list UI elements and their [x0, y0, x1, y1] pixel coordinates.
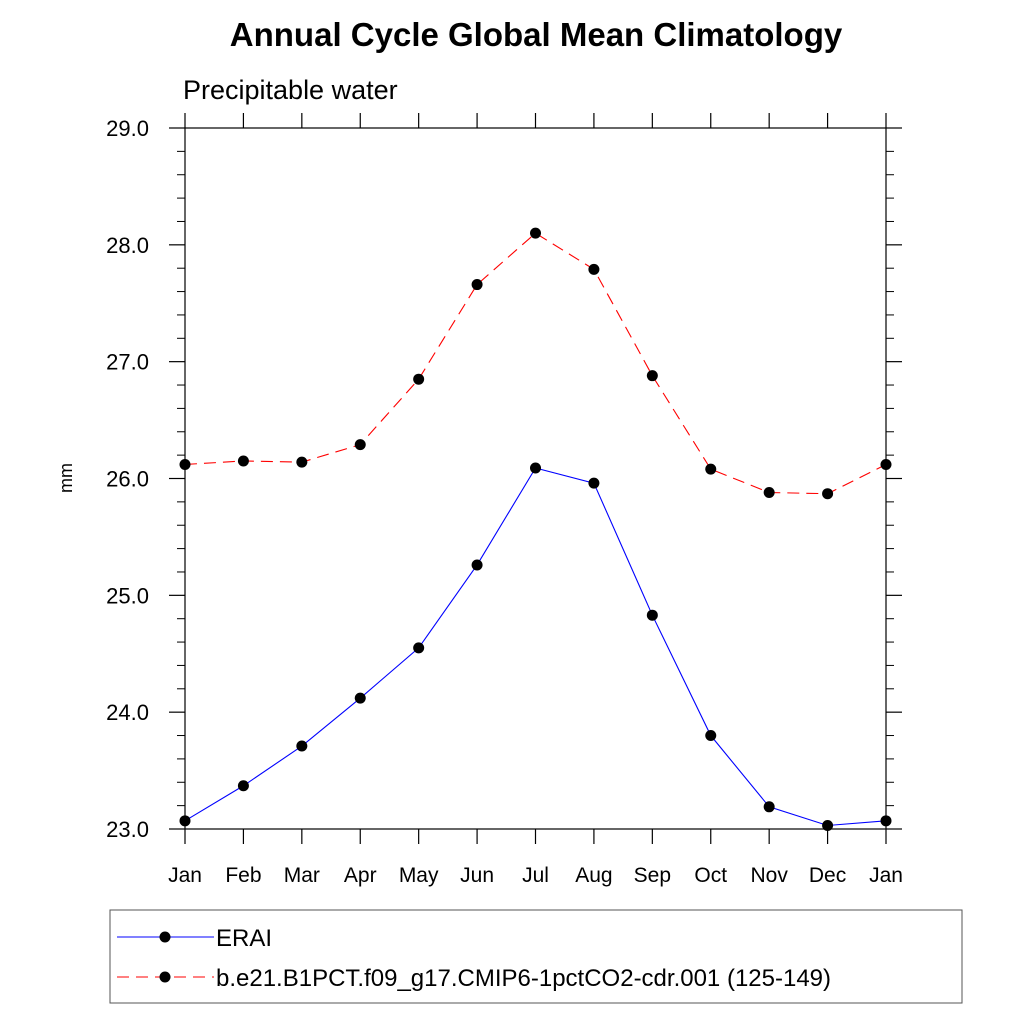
x-tick-label: Oct [694, 864, 727, 887]
data-point [237, 455, 249, 467]
x-tick-label: Aug [575, 864, 612, 887]
x-tick-label: Jan [869, 864, 903, 887]
data-point [822, 819, 834, 831]
legend-marker [159, 931, 171, 943]
x-tick-label: Nov [750, 864, 788, 887]
data-point [822, 488, 834, 500]
y-tick-label: 26.0 [106, 467, 149, 492]
axes: 23.0 24.0 25.0 26.0 27.0 28.0 29.0 Jan Feb Mar Apr… [106, 113, 903, 887]
series-line [184, 232, 887, 495]
data-point [471, 279, 483, 291]
series-line [184, 467, 887, 827]
data-point [880, 458, 892, 470]
data-point [880, 815, 892, 827]
y-tick-label: 27.0 [106, 350, 149, 375]
y-tick-label: 25.0 [106, 583, 149, 608]
data-point [296, 456, 308, 468]
legend-label: b.e21.B1PCT.f09_g17.CMIP6-1pctCO2-cdr.00… [216, 965, 831, 992]
data-point [530, 462, 541, 474]
data-point [237, 780, 249, 792]
data-point [763, 801, 775, 813]
series-layer [179, 227, 892, 831]
data-point [471, 559, 483, 571]
x-tick-label: May [399, 864, 439, 887]
series-0 [179, 462, 892, 831]
data-point [588, 477, 600, 489]
chart-subtitle: Precipitable water [183, 75, 398, 105]
y-tick-label: 29.0 [106, 116, 149, 141]
x-tick-label: Jan [168, 864, 202, 887]
y-tick-label: 24.0 [106, 700, 149, 725]
data-point [354, 692, 366, 704]
x-tick-label: Sep [634, 864, 671, 887]
legend-label: ERAI [216, 925, 272, 952]
data-point [646, 609, 658, 621]
y-tick-label: 28.0 [106, 233, 149, 258]
y-tick-label: 23.0 [106, 817, 149, 842]
data-point [354, 439, 366, 451]
data-point [413, 373, 425, 385]
x-tick-label: Jul [522, 864, 549, 887]
data-point [646, 370, 658, 382]
data-point [296, 740, 308, 752]
data-point [705, 730, 717, 742]
legend-marker [159, 971, 171, 983]
data-point [413, 642, 425, 654]
x-tick-label: Dec [809, 864, 846, 887]
legend-box [109, 909, 963, 1004]
series-1 [179, 227, 892, 500]
legend: ERAI b.e21.B1PCT.f09_g17.CMIP6-1pctCO2-cd… [109, 909, 963, 1004]
x-tick-label: Mar [284, 864, 320, 887]
x-tick-label: Jun [460, 864, 494, 887]
data-point [530, 227, 541, 239]
x-tick-label: Feb [225, 864, 261, 887]
data-point [179, 458, 191, 470]
data-point [588, 263, 600, 275]
x-tick-label: Apr [344, 864, 377, 887]
chart-title: Annual Cycle Global Mean Climatology [230, 16, 843, 53]
data-point [179, 815, 191, 827]
y-axis-label: mm [56, 463, 76, 493]
data-point [763, 487, 775, 499]
data-point [705, 463, 717, 475]
